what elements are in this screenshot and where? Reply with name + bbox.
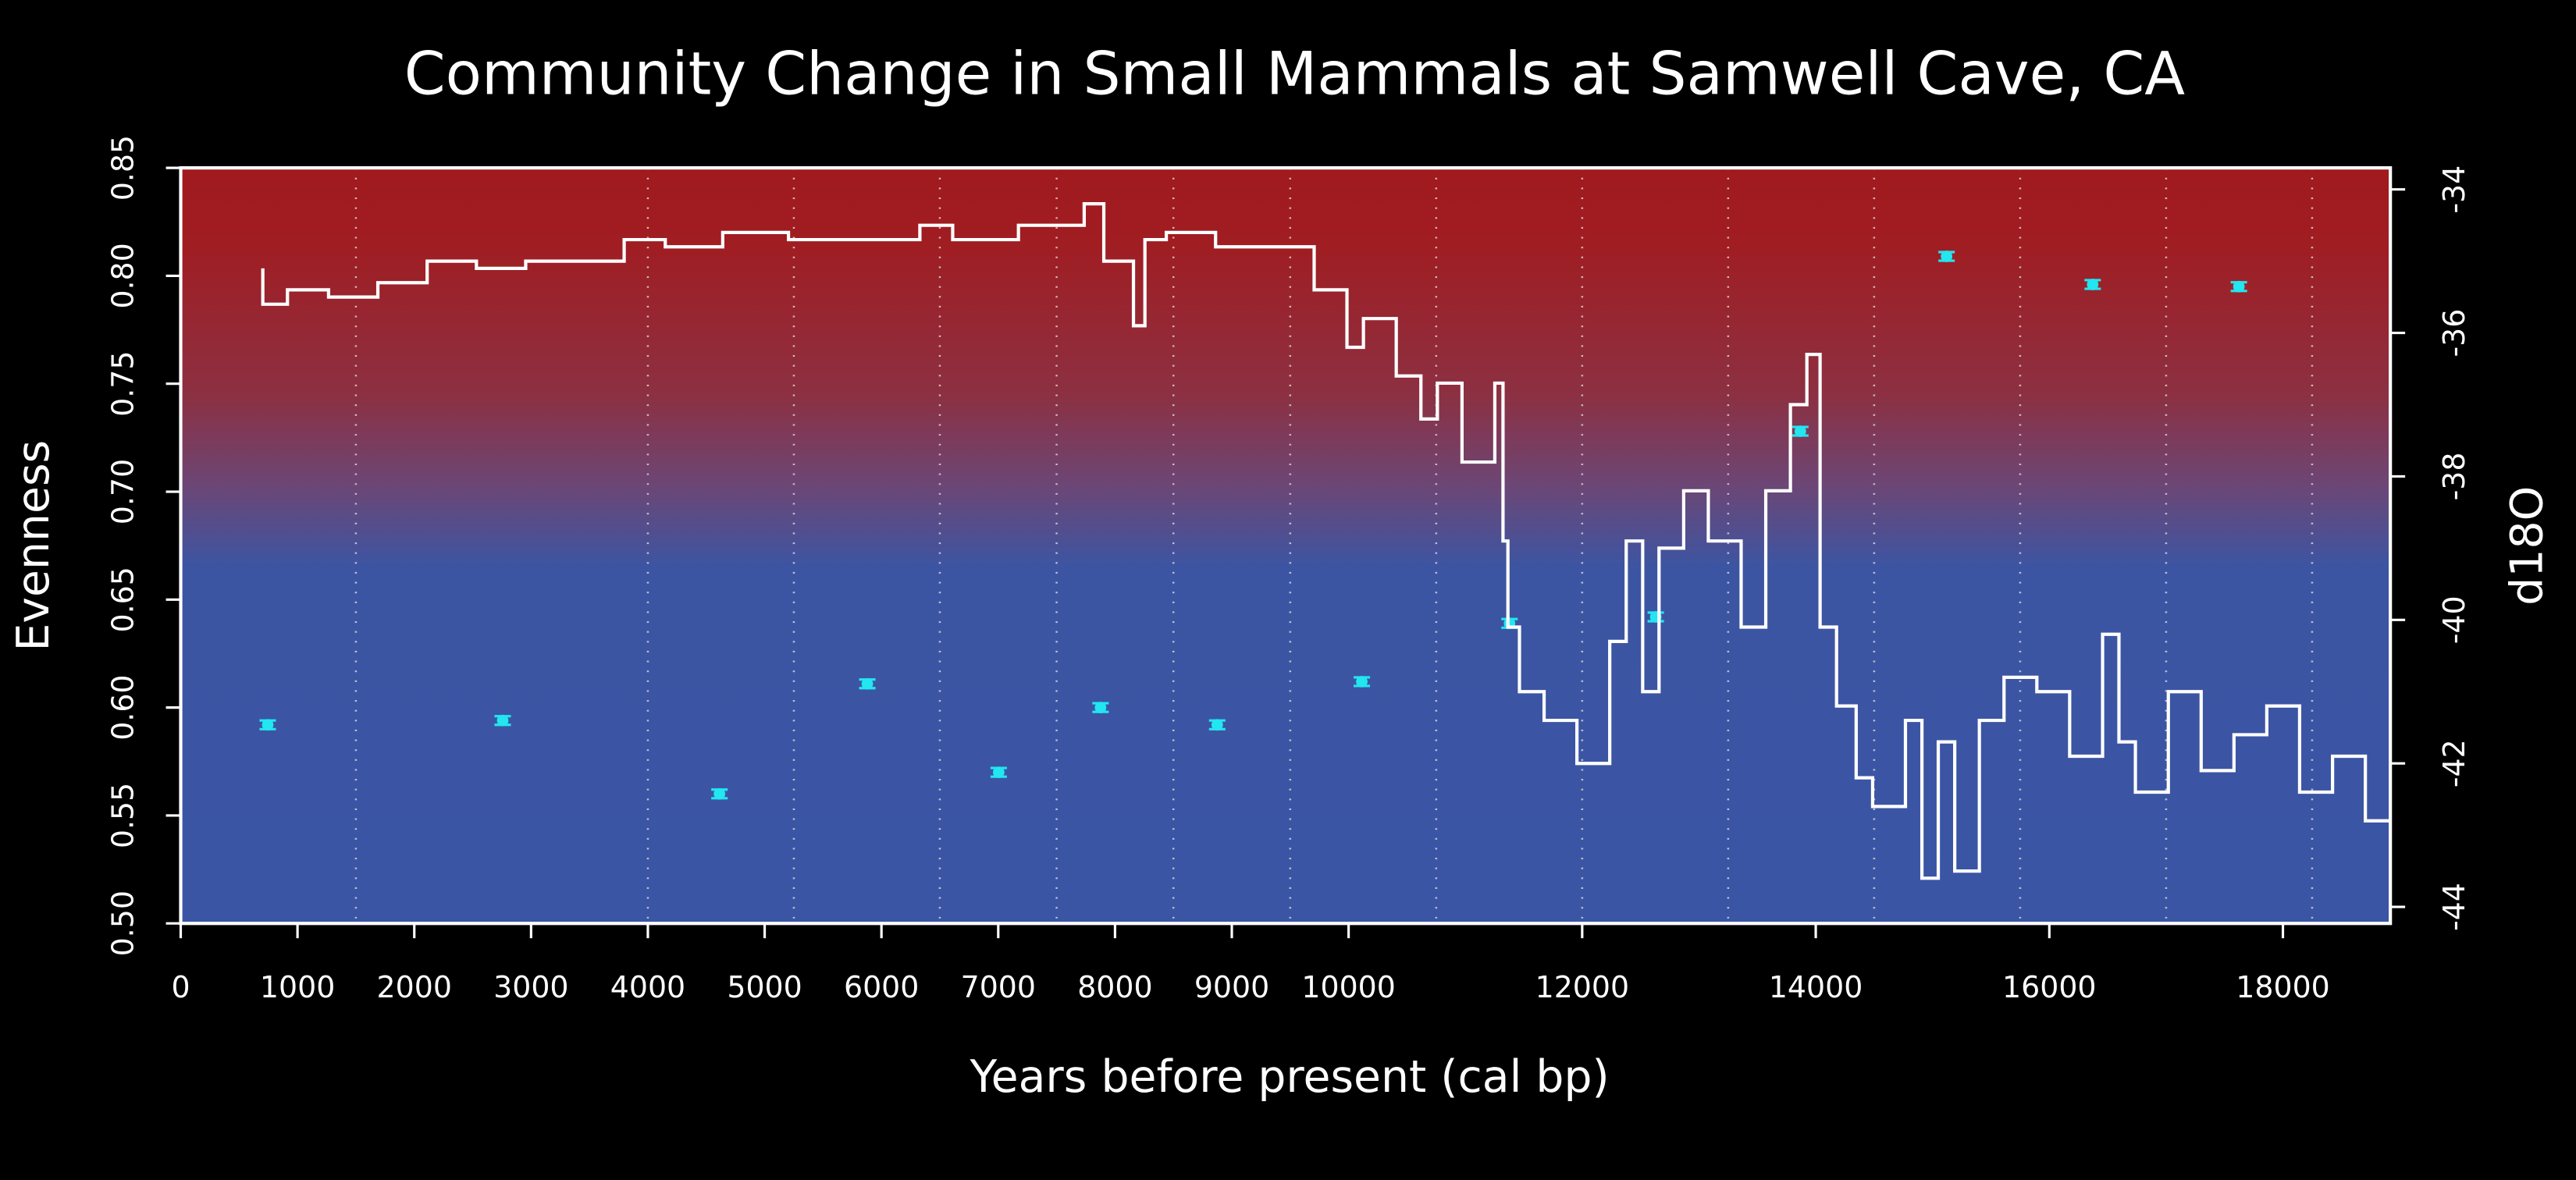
y-tick-label: 0.60 <box>105 674 140 740</box>
point <box>713 787 726 800</box>
x-tick-label: 1000 <box>260 970 335 1004</box>
x-tick-label: 14000 <box>1769 970 1863 1004</box>
point <box>1094 702 1107 713</box>
x-tick-label: 10000 <box>1301 970 1396 1004</box>
chart-title: Community Change in Small Mammals at Sam… <box>404 39 2186 108</box>
y-tick-label: 0.75 <box>105 351 140 417</box>
x-tick-label: 12000 <box>1535 970 1630 1004</box>
y2-axis-label: d18O <box>2502 486 2553 606</box>
y2-tick-label: -42 <box>2437 739 2471 787</box>
x-tick-label: 8000 <box>1077 970 1152 1004</box>
x-axis-label: Years before present (cal bp) <box>970 1051 1610 1103</box>
x-tick-label: 2000 <box>377 970 452 1004</box>
y2-tick-label: -34 <box>2437 165 2471 214</box>
x-tick-label: 6000 <box>844 970 919 1004</box>
d18o-line <box>261 201 2390 880</box>
y-tick-label: 0.85 <box>105 135 140 201</box>
point <box>1941 251 1953 262</box>
x-tick-label: 16000 <box>2002 970 2097 1004</box>
plot-background <box>180 168 2391 924</box>
point <box>2087 279 2099 290</box>
point <box>1794 425 1806 437</box>
point <box>861 677 873 690</box>
y2-tick-label: -40 <box>2437 595 2471 644</box>
x-tick-label: 7000 <box>961 970 1036 1004</box>
y2-tick-label: -38 <box>2437 453 2471 501</box>
point <box>993 766 1005 778</box>
x-tick-label: 3000 <box>493 970 568 1004</box>
y-tick-label: 0.80 <box>105 243 140 308</box>
y2-tick-label: -36 <box>2437 309 2471 357</box>
y-tick-label: 0.65 <box>105 567 140 632</box>
y2-tick-label: -44 <box>2437 883 2471 931</box>
plot-layer: 0 1000 2000 3000 4000 5000 6000 7000 8000 9000 100… <box>105 135 2471 1004</box>
x-tick-label: 5000 <box>727 970 802 1004</box>
x-tick-label: 9000 <box>1194 970 1269 1004</box>
point <box>2233 280 2245 293</box>
y-tick-label: 0.50 <box>105 890 140 956</box>
point <box>496 714 509 727</box>
x-tick-label: 0 <box>171 970 190 1004</box>
y-tick-label: 0.55 <box>105 783 140 848</box>
point <box>1211 719 1223 731</box>
y-tick-label: 0.70 <box>105 459 140 524</box>
x-tick-label: 4000 <box>610 970 685 1004</box>
point <box>1356 676 1368 688</box>
plot-frame <box>179 166 2393 926</box>
x-tick-label: 18000 <box>2236 970 2330 1004</box>
y-axis-label: Evenness <box>8 440 59 652</box>
point <box>262 719 274 731</box>
